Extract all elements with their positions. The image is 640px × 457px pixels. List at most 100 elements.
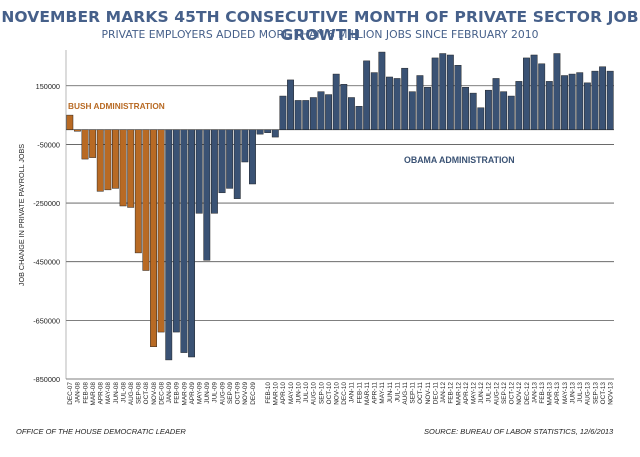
x-tick-label: NOV-10 [333,382,340,405]
bar-obama [271,129,279,138]
bar-obama [203,129,211,261]
bar-obama [279,95,287,130]
bar-obama [576,72,584,130]
bar-obama [233,129,241,199]
bar-obama [294,100,302,130]
bar-obama [599,66,607,130]
x-tick-label: MAR-10 [273,382,280,406]
bar-bush [66,114,74,130]
footer-source-bls: SOURCE: BUREAU OF LABOR STATISTICS, 12/6… [424,427,614,436]
bar-obama [393,78,401,130]
chart-title: NOVEMBER MARKS 45TH CONSECUTIVE MONTH OF… [1,8,639,44]
x-tick-label: JUL-09 [212,382,219,403]
y-tick-label: -250000 [33,199,60,208]
bar-obama [431,57,439,130]
bar-obama [515,81,523,130]
x-tick-label: MAY-09 [196,382,203,404]
bar-bush [89,129,97,158]
bar-obama [180,129,188,353]
x-tick-label: APR-13 [554,382,561,405]
x-tick-label: JAN-08 [75,382,82,404]
x-tick-label: MAY-12 [470,382,477,404]
x-tick-label: AUG-09 [219,382,226,406]
bar-obama [363,60,371,130]
bar-obama [484,89,492,130]
bar-obama [325,94,333,130]
bar-obama [165,129,173,361]
x-tick-label: JAN-09 [166,382,173,404]
x-tick-label: JAN-11 [349,382,356,403]
bar-bush [104,129,112,191]
y-tick-label: -850000 [33,375,60,384]
x-tick-label: JUL-11 [394,382,401,403]
bar-obama [416,75,424,130]
bar-obama [446,54,454,130]
obama-administration-label: OBAMA ADMINISTRATION [404,155,515,165]
bar-bush [142,129,150,271]
x-tick-label: NOV-09 [242,382,249,405]
bar-obama [583,82,591,130]
chart-subtitle: PRIVATE EMPLOYERS ADDED MORE THAN 8 MILL… [101,28,539,41]
bar-obama [454,65,462,130]
bar-bush [81,129,89,160]
bar-obama [210,129,218,214]
bar-obama [507,95,515,130]
x-tick-label: MAR-12 [455,382,462,406]
x-tick-label: MAY-10 [288,382,295,404]
bar-obama [241,129,249,163]
x-tick-label: JAN-12 [440,382,447,404]
x-tick-label: APR-09 [189,382,196,405]
bar-obama [264,129,272,133]
bar-obama [530,54,538,130]
x-tick-label: DEC-10 [341,382,348,405]
x-tick-label: OCT-08 [143,382,150,405]
x-tick-label: OCT-09 [235,382,242,405]
x-tick-label: MAR-13 [547,382,554,406]
bar-obama [370,72,378,130]
x-tick-label: FEB-10 [265,382,272,404]
bush-administration-label: BUSH ADMINISTRATION [68,101,165,111]
x-tick-label: JUL-12 [486,382,493,403]
y-tick-label: -650000 [33,316,60,325]
x-tick-label: AUG-08 [128,382,135,406]
x-tick-label: AUG-13 [585,382,592,406]
bar-obama [218,129,226,194]
x-tick-label: JUN-10 [295,382,302,404]
x-tick-label: OCT-12 [509,382,516,405]
x-tick-label: MAY-11 [379,382,386,404]
bar-obama [408,91,416,130]
x-tick-label: JUN-13 [569,382,576,404]
bar-obama [553,53,561,130]
bar-bush [134,129,142,254]
x-tick-label: JUL-10 [303,382,310,403]
bar-obama [439,53,447,130]
bar-obama [500,91,508,130]
bar-obama [347,97,355,130]
x-tick-label: JUN-11 [387,382,394,404]
bar-obama [561,75,568,130]
bar-obama [424,87,431,130]
x-tick-label: SEP-11 [410,382,417,404]
x-tick-label: MAR-08 [90,382,97,406]
x-tick-label: MAR-09 [181,382,188,406]
x-tick-label: DEC-07 [67,382,74,405]
x-tick-label: MAY-08 [105,382,112,404]
bar-obama [492,78,500,130]
x-tick-label: NOV-08 [151,382,158,405]
x-tick-label: OCT-10 [326,382,333,405]
bar-bush [150,129,157,347]
bar-obama [386,76,393,130]
y-tick-label: -50000 [37,140,60,149]
x-tick-label: JUL-08 [120,382,127,403]
bar-obama [226,129,234,189]
bar-bush [73,129,81,132]
x-tick-label: SEP-13 [592,382,599,404]
x-tick-label: AUG-12 [493,382,500,406]
x-tick-label: JUN-08 [113,382,120,404]
bar-obama [317,91,325,130]
bar-obama [538,63,546,130]
x-tick-label: AUG-11 [402,382,409,405]
bar-obama [545,81,553,130]
bar-obama [249,129,256,185]
x-tick-label: SEP-08 [136,382,143,404]
